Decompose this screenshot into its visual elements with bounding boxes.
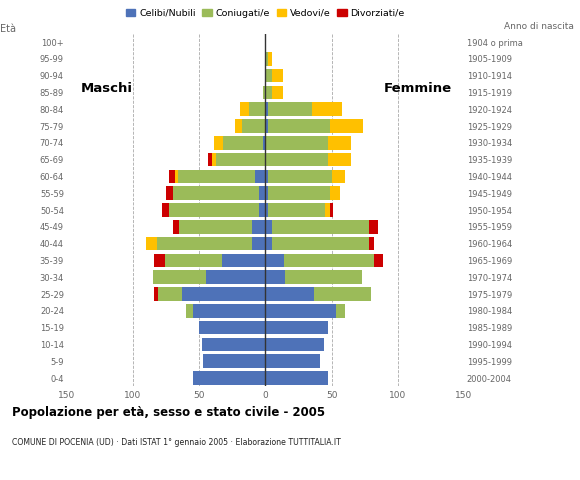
Bar (241, 119, 266, 133)
Bar (311, 102, 342, 116)
Bar (330, 119, 363, 133)
Bar (255, 169, 266, 183)
Bar (284, 253, 374, 267)
Bar (169, 203, 259, 217)
Bar (169, 169, 175, 183)
Bar (272, 220, 369, 234)
Bar (266, 354, 320, 368)
Bar (268, 203, 325, 217)
Bar (328, 153, 351, 167)
Bar (266, 69, 272, 83)
Bar (266, 52, 268, 66)
Bar (173, 220, 179, 234)
Bar (208, 153, 212, 167)
Bar (173, 186, 259, 200)
Bar (266, 287, 314, 301)
Bar (268, 52, 272, 66)
Bar (166, 186, 173, 200)
Bar (266, 253, 284, 267)
Bar (263, 85, 266, 99)
Bar (193, 371, 266, 385)
Bar (235, 119, 241, 133)
Text: Femmine: Femmine (383, 82, 452, 95)
Bar (252, 237, 266, 251)
Bar (266, 203, 268, 217)
Bar (266, 304, 336, 318)
Bar (266, 321, 328, 335)
Legend: Celibi/Nubili, Coniugati/e, Vedovi/e, Divorziati/e: Celibi/Nubili, Coniugati/e, Vedovi/e, Di… (122, 5, 408, 22)
Bar (266, 136, 328, 150)
Bar (369, 220, 378, 234)
Bar (268, 169, 332, 183)
Bar (154, 287, 158, 301)
Bar (202, 337, 266, 351)
Bar (146, 237, 157, 251)
Bar (240, 102, 249, 116)
Bar (259, 186, 266, 200)
Bar (314, 287, 371, 301)
Bar (330, 203, 333, 217)
Bar (268, 119, 330, 133)
Bar (186, 304, 193, 318)
Bar (179, 220, 252, 234)
Bar (328, 136, 351, 150)
Bar (154, 253, 165, 267)
Bar (266, 85, 272, 99)
Bar (332, 169, 345, 183)
Bar (268, 186, 330, 200)
Bar (212, 153, 216, 167)
Bar (165, 253, 222, 267)
Text: Anno di nascita: Anno di nascita (505, 22, 574, 31)
Bar (252, 220, 266, 234)
Bar (158, 287, 182, 301)
Bar (203, 354, 266, 368)
Bar (223, 136, 263, 150)
Bar (266, 153, 328, 167)
Bar (336, 304, 345, 318)
Bar (266, 102, 268, 116)
Bar (263, 136, 266, 150)
Bar (266, 371, 328, 385)
Bar (266, 220, 272, 234)
Bar (266, 270, 285, 284)
Bar (259, 203, 266, 217)
Bar (249, 102, 266, 116)
Bar (162, 203, 169, 217)
Bar (330, 186, 339, 200)
Bar (178, 169, 255, 183)
Bar (157, 237, 252, 251)
Bar (268, 102, 311, 116)
Bar (266, 119, 268, 133)
Text: COMUNE DI POCENIA (UD) · Dati ISTAT 1° gennaio 2005 · Elaborazione TUTTITALIA.IT: COMUNE DI POCENIA (UD) · Dati ISTAT 1° g… (12, 438, 340, 447)
Bar (369, 237, 374, 251)
Bar (285, 270, 362, 284)
Text: Maschi: Maschi (81, 82, 132, 95)
Bar (374, 253, 383, 267)
Text: Età: Età (0, 24, 16, 34)
Bar (272, 85, 282, 99)
Bar (266, 337, 324, 351)
Bar (272, 237, 369, 251)
Bar (175, 169, 178, 183)
Bar (266, 186, 268, 200)
Text: Popolazione per età, sesso e stato civile - 2005: Popolazione per età, sesso e stato civil… (12, 406, 325, 419)
Bar (266, 237, 272, 251)
Bar (193, 304, 266, 318)
Bar (222, 253, 266, 267)
Bar (216, 153, 266, 167)
Bar (266, 169, 268, 183)
Bar (182, 287, 266, 301)
Bar (206, 270, 266, 284)
Bar (272, 69, 282, 83)
Bar (199, 321, 266, 335)
Bar (213, 136, 223, 150)
Bar (325, 203, 330, 217)
Bar (153, 270, 206, 284)
